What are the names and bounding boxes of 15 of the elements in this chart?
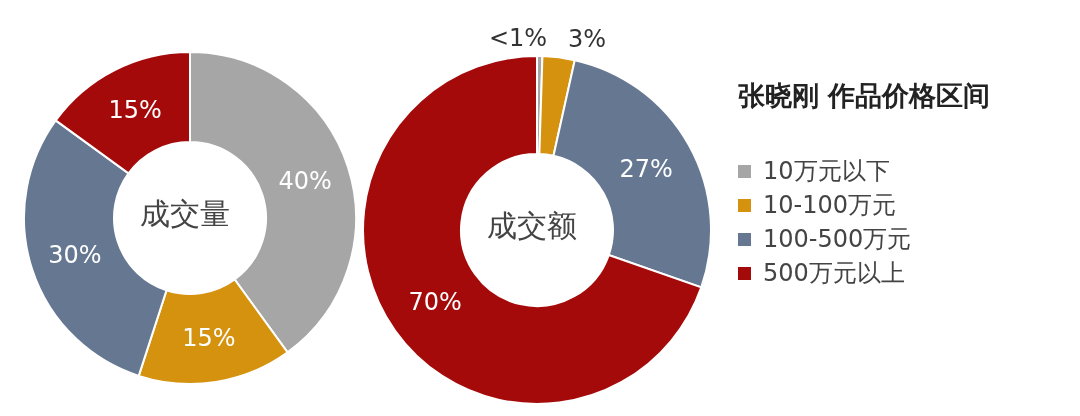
legend-label: 10万元以下	[763, 156, 890, 187]
data-label: <1%	[488, 24, 548, 53]
legend-label: 500万元以上	[763, 258, 905, 289]
legend-label: 100-500万元	[763, 224, 912, 255]
data-label: 70%	[408, 288, 462, 317]
text: 成交额	[487, 207, 577, 243]
data-label: 15%	[108, 96, 162, 125]
data-label: 40%	[278, 166, 332, 195]
text: 张晓刚 作品价格区间	[738, 79, 991, 113]
data-label: 15%	[182, 323, 236, 352]
data-label: 30%	[48, 241, 102, 270]
data-label: 27%	[619, 155, 673, 184]
text: 成交量	[140, 195, 230, 231]
legend-label: 10-100万元	[763, 190, 897, 221]
data-label: 3%	[567, 25, 606, 54]
